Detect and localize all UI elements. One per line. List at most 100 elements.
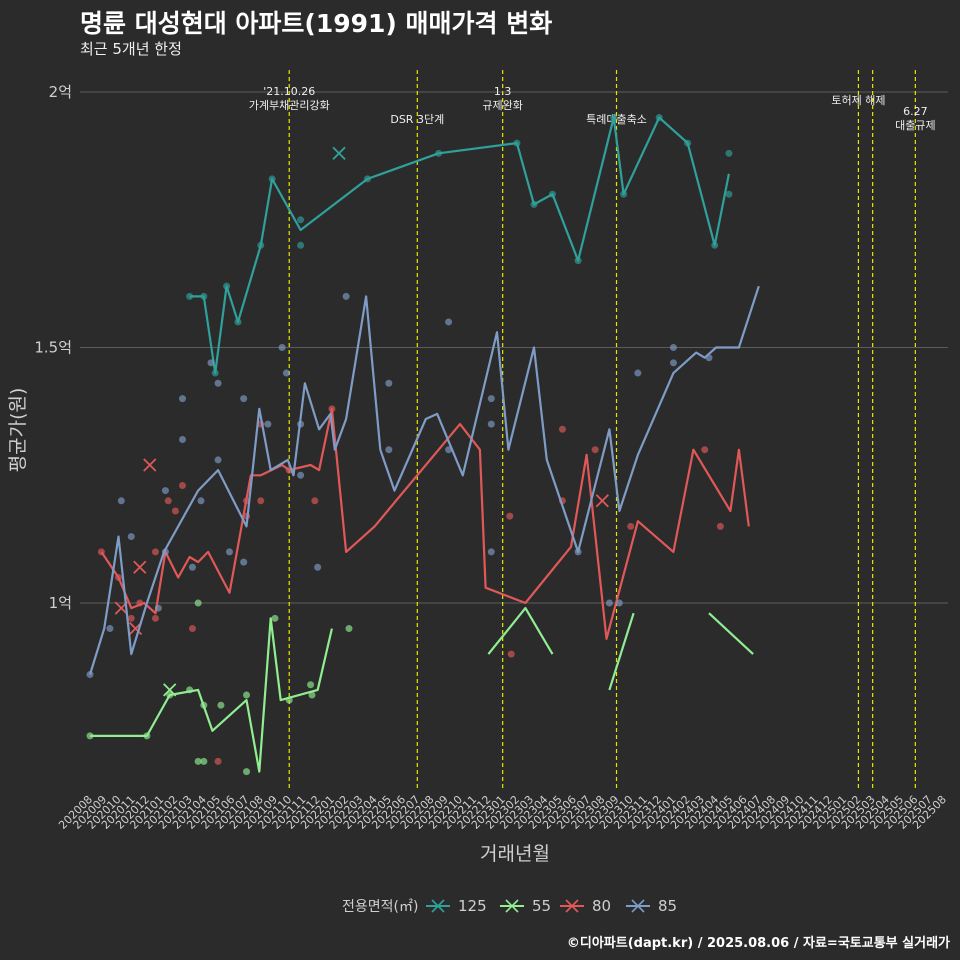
event-annotation-line: 대출규제 (895, 119, 935, 132)
data-point (194, 599, 202, 607)
event-annotation-line: DSR 3단계 (390, 113, 444, 126)
x-axis-title: 거래년월 (480, 843, 550, 865)
data-point (669, 359, 677, 367)
legend-title: 전용면적(㎡) (342, 899, 418, 915)
data-point (200, 292, 208, 300)
cancelled-marker (133, 560, 147, 574)
data-point (86, 671, 94, 679)
event-annotation: DSR 3단계 (390, 113, 444, 126)
data-point (178, 481, 186, 489)
credit-text: ©디아파트(dapt.kr) / 2025.08.06 / 자료=국토교통부 실… (566, 936, 950, 951)
data-point (171, 507, 179, 515)
data-point (684, 139, 692, 147)
data-point (200, 701, 208, 709)
chart-subtitle: 최근 5개년 한정 (80, 40, 182, 58)
data-point (188, 563, 196, 571)
legend-label: 55 (532, 897, 551, 915)
series-line (189, 116, 730, 375)
grid-layer (80, 91, 948, 604)
data-point (314, 563, 322, 571)
data-point (435, 149, 443, 157)
legend: 전용면적(㎡) 125 55 80 85 (342, 897, 677, 915)
data-point (214, 379, 222, 387)
event-annotation-line: 규제완화 (482, 99, 522, 112)
event-annotation-line: 1.3 (494, 85, 512, 98)
event-annotation: 1.3 규제완화 (482, 85, 522, 112)
data-point (297, 420, 305, 428)
legend-item-55: 55 (500, 897, 551, 915)
event-annotation-line: 토허제 해제 (831, 93, 885, 107)
data-point (151, 614, 159, 622)
data-point (342, 292, 350, 300)
data-point (278, 344, 286, 351)
data-point (311, 497, 319, 505)
data-point (127, 533, 135, 541)
legend-swatch-marker (431, 899, 445, 913)
data-point (217, 701, 225, 709)
y-tick-label: 1억 (49, 594, 72, 612)
event-annotation: 6.27 대출규제 (895, 105, 935, 132)
data-point (143, 732, 151, 740)
data-point (240, 395, 248, 403)
data-point (530, 200, 538, 208)
data-point (127, 614, 135, 622)
series-line (88, 285, 760, 675)
data-point (574, 548, 582, 556)
legend-item-125: 125 (426, 897, 487, 915)
cancelled-marker (332, 146, 346, 160)
chart-title: 명륜 대성현대 아파트(1991) 매매가격 변화 (80, 9, 553, 38)
data-point (345, 625, 353, 633)
data-point (214, 456, 222, 464)
data-point (548, 190, 556, 198)
data-point (86, 732, 94, 740)
data-point (285, 696, 293, 704)
data-point (243, 691, 251, 699)
data-point (487, 548, 495, 556)
data-point (725, 190, 733, 198)
data-point (297, 241, 305, 249)
data-point (264, 420, 272, 428)
data-point (200, 757, 208, 765)
data-point (513, 139, 521, 147)
data-point (725, 149, 733, 157)
series-125 (186, 114, 733, 377)
y-tick-label: 2억 (49, 83, 72, 101)
data-point (307, 681, 315, 689)
data-point (161, 548, 169, 556)
data-point (487, 395, 495, 403)
data-point (716, 522, 724, 530)
data-point (487, 420, 495, 428)
cancelled-marker (163, 683, 177, 697)
data-point (711, 241, 719, 249)
series-layer (86, 114, 760, 776)
event-annotation: 토허제 해제 (831, 93, 885, 107)
data-point (308, 691, 316, 699)
data-point (151, 548, 159, 556)
series-85 (86, 285, 760, 679)
data-point (271, 614, 279, 622)
legend-label: 80 (592, 897, 611, 915)
event-annotation-line: 가계부채관리강화 (249, 99, 330, 112)
data-point (268, 175, 276, 183)
data-point (117, 497, 125, 505)
data-point (197, 497, 205, 505)
legend-item-85: 85 (626, 897, 677, 915)
series-55 (86, 599, 754, 776)
data-point (620, 190, 628, 198)
data-point (166, 691, 174, 699)
data-point (225, 548, 233, 556)
data-point (610, 114, 618, 122)
data-point (97, 548, 105, 556)
legend-label: 85 (658, 897, 677, 915)
data-point (186, 686, 194, 694)
data-point (558, 425, 566, 433)
data-point (164, 497, 172, 505)
data-point (445, 318, 453, 326)
data-point (106, 625, 114, 633)
data-point (114, 573, 122, 581)
data-point (207, 359, 215, 367)
data-point (574, 257, 582, 265)
data-point (214, 757, 222, 765)
data-point (445, 446, 453, 454)
